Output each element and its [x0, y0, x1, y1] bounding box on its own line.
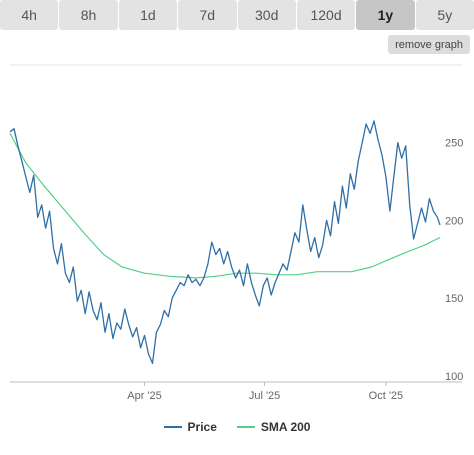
legend-item-sma[interactable]: SMA 200 [236, 420, 311, 434]
y-tick-label: 250 [445, 138, 463, 150]
timeframe-tabs: 4h 8h 1d 7d 30d 120d 1y 5y [0, 0, 474, 30]
tab-30d[interactable]: 30d [237, 0, 296, 30]
price-chart: 100 150 200 250 Apr '25 Jul '25 Oct '25 [9, 64, 463, 402]
x-tick-label: Apr '25 [127, 390, 162, 402]
sma-legend-swatch [236, 426, 255, 428]
x-tick-label: Jul '25 [249, 390, 280, 402]
tab-1y[interactable]: 1y [356, 0, 415, 30]
tab-5y[interactable]: 5y [415, 0, 474, 30]
legend-label-price: Price [187, 420, 217, 434]
tab-8h[interactable]: 8h [59, 0, 118, 30]
remove-graph-button[interactable]: remove graph [388, 35, 470, 54]
tab-7d[interactable]: 7d [178, 0, 237, 30]
y-tick-label: 200 [445, 215, 463, 227]
tab-1d[interactable]: 1d [118, 0, 178, 30]
tab-4h[interactable]: 4h [0, 0, 59, 30]
sma-200-series-line [9, 133, 441, 279]
y-tick-label: 100 [445, 371, 463, 383]
y-tick-label: 150 [445, 293, 463, 305]
price-legend-swatch [163, 426, 182, 428]
price-series-line [9, 120, 441, 365]
x-tick-label: Oct '25 [369, 390, 404, 402]
legend-item-price[interactable]: Price [163, 420, 217, 434]
tab-120d[interactable]: 120d [296, 0, 356, 30]
legend-label-sma: SMA 200 [260, 420, 311, 434]
chart-legend: Price SMA 200 [0, 420, 474, 434]
